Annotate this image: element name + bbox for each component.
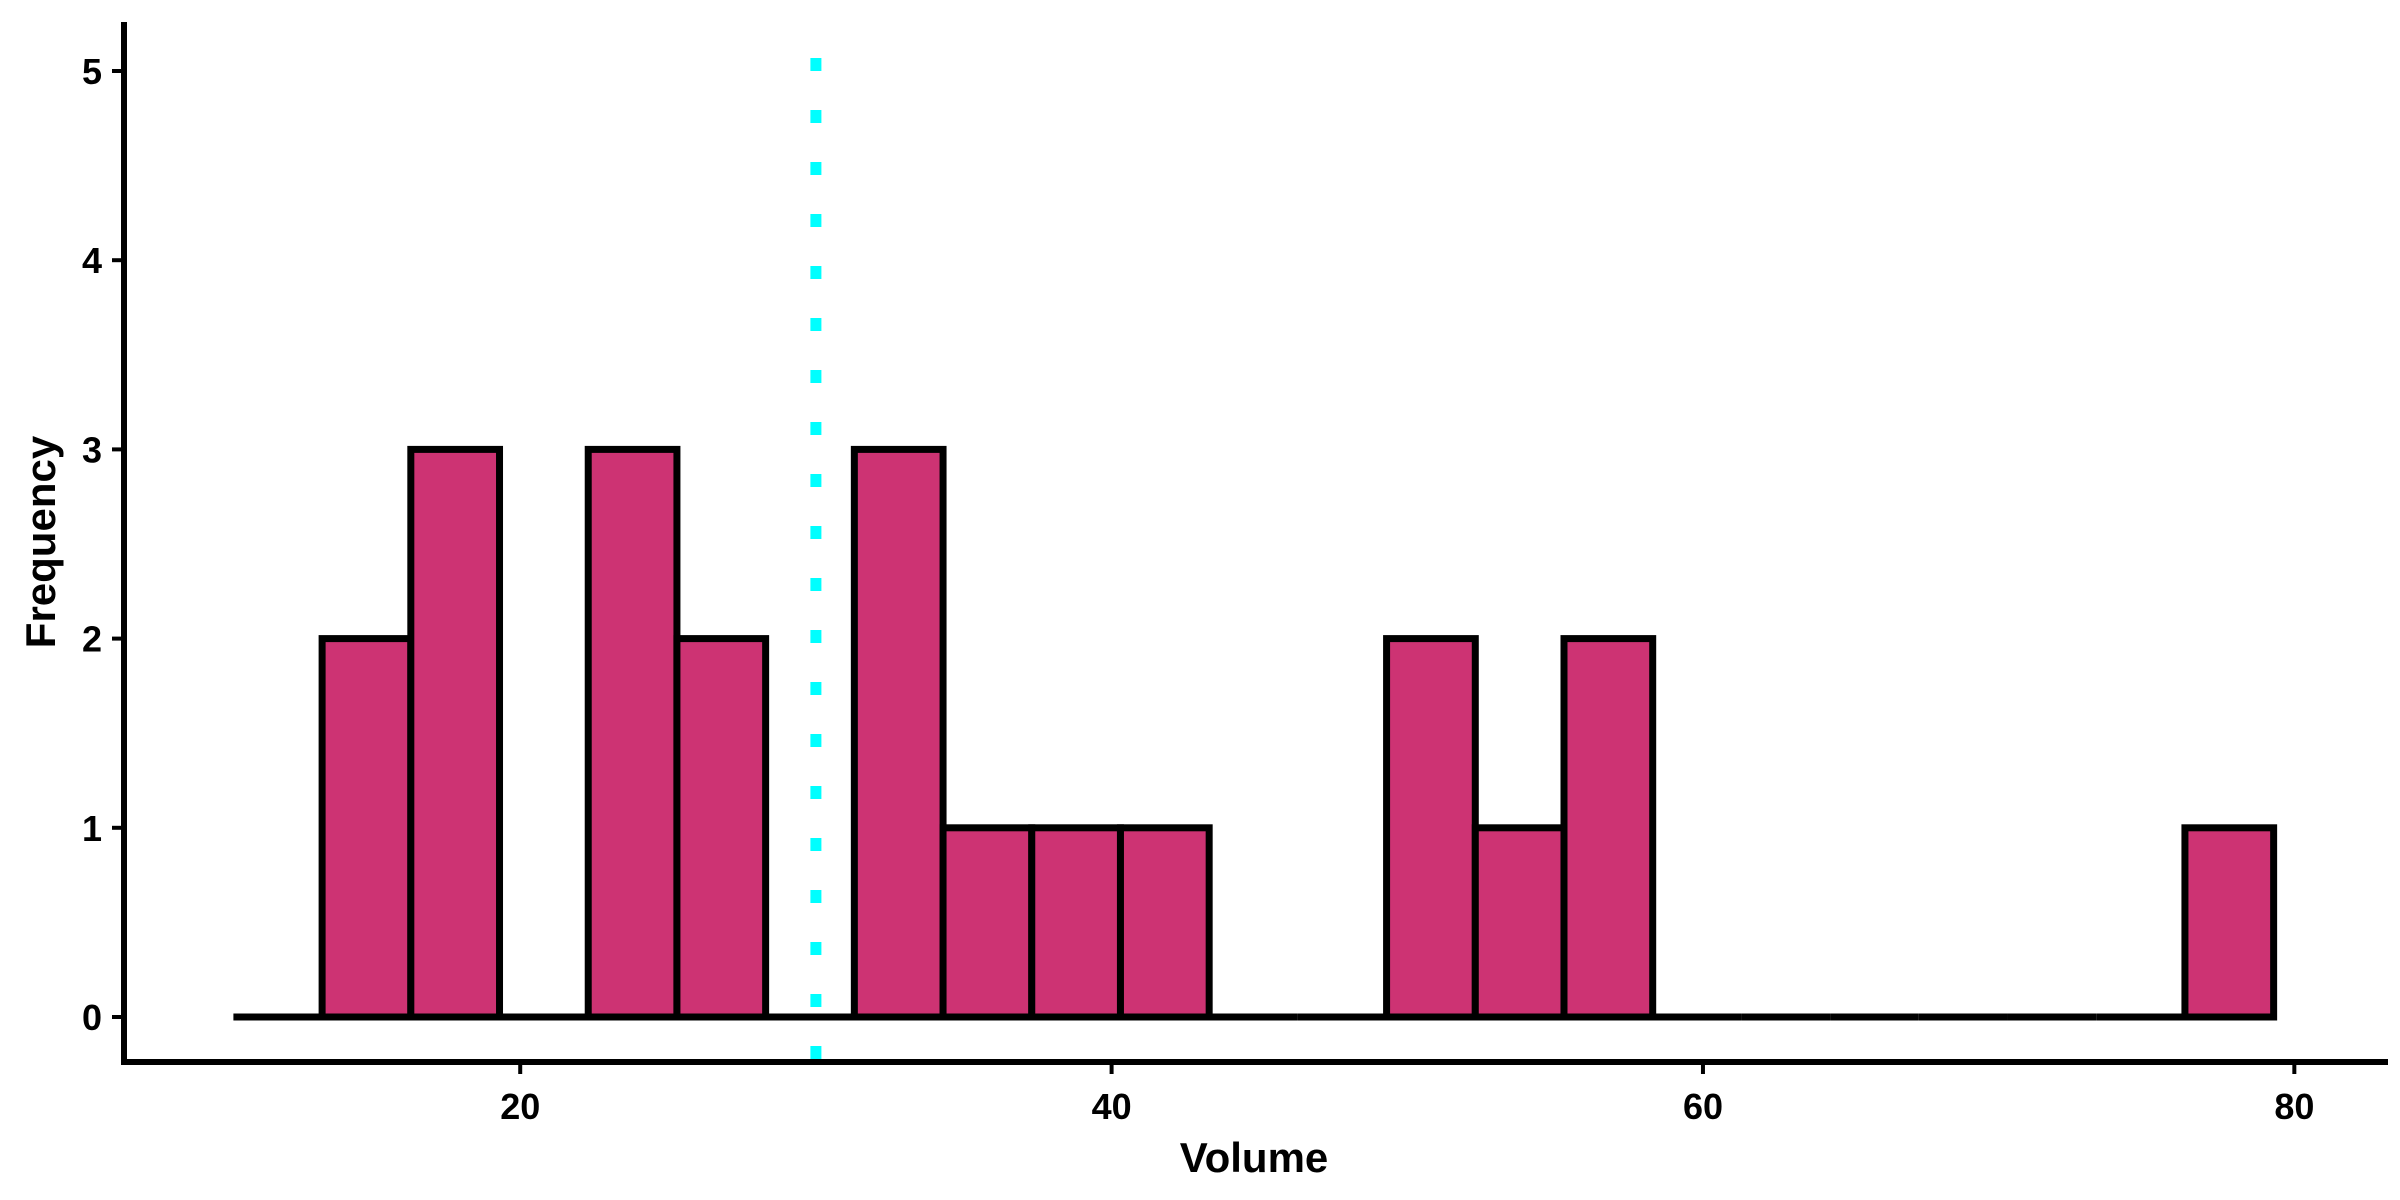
y-tick-label: 2 — [82, 619, 102, 660]
histogram-bar — [1383, 635, 1479, 1021]
x-tick-label: 60 — [1683, 1086, 1723, 1127]
y-tick-label: 4 — [82, 240, 102, 281]
histogram-bar — [939, 824, 1036, 1021]
histogram-bar — [1471, 824, 1568, 1021]
histogram-bar — [2181, 824, 2278, 1021]
histogram-bar — [584, 445, 681, 1021]
y-tick-label: 5 — [82, 51, 102, 92]
y-tick-label: 3 — [82, 429, 102, 470]
y-tick-label: 1 — [82, 808, 102, 849]
histogram-bar — [1028, 824, 1124, 1021]
x-axis-title: Volume — [1180, 1134, 1329, 1181]
y-tick-label: 0 — [82, 997, 102, 1038]
histogram-bar — [850, 445, 947, 1021]
axes-group: 0 1 2 3 4 5 20 40 60 80 — [82, 22, 2388, 1127]
x-tick-label: 40 — [1092, 1086, 1132, 1127]
histogram-bar — [318, 635, 415, 1021]
y-axis-title: Frequency — [17, 435, 64, 648]
histogram-bar — [407, 445, 504, 1021]
histogram-bar — [1116, 824, 1213, 1021]
bars-group — [233, 445, 2278, 1021]
histogram-bar — [673, 635, 770, 1021]
x-tick-label: 20 — [500, 1086, 540, 1127]
x-tick-label: 80 — [2274, 1086, 2314, 1127]
histogram-bar — [1560, 635, 1657, 1021]
